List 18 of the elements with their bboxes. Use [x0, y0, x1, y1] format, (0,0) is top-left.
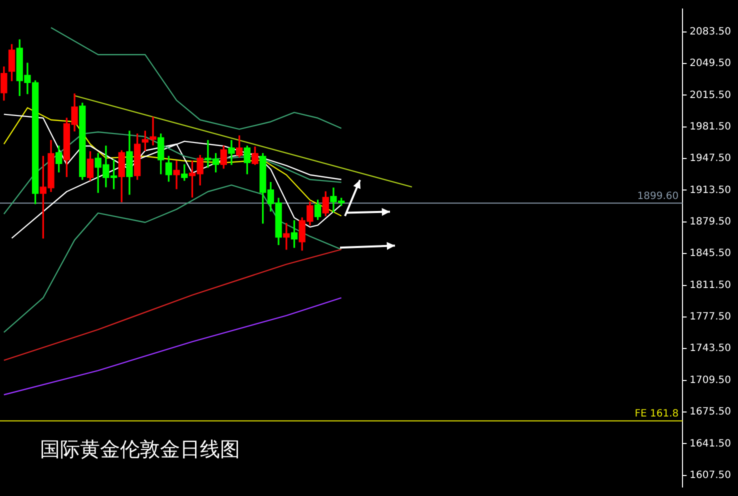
ref-line-label: 1899.60: [637, 190, 679, 202]
y-tick-label: 2015.50: [690, 90, 732, 101]
y-tick-label: 1879.50: [690, 216, 732, 228]
y-tick-label: 1811.50: [690, 280, 732, 291]
y-tick-label: 1641.50: [690, 438, 732, 450]
y-tick-label: 1777.50: [690, 312, 732, 323]
y-tick-label: 1845.50: [690, 248, 732, 260]
text: 国际黄金伦敦金日线图: [40, 436, 240, 463]
y-tick-label: 1675.50: [690, 406, 732, 418]
y-tick-label: 1947.50: [690, 153, 732, 164]
ref-line-label: FE 161.8: [634, 408, 679, 420]
y-tick-label: 1913.50: [690, 184, 732, 196]
y-tick-label: 1981.50: [690, 121, 732, 132]
y-tick-label: 2083.50: [690, 26, 732, 38]
y-tick-label: 1743.50: [690, 343, 732, 354]
y-tick-label: 2049.50: [690, 58, 732, 70]
y-tick-label: 1709.50: [690, 374, 732, 386]
y-tick-label: 1607.50: [690, 470, 732, 481]
